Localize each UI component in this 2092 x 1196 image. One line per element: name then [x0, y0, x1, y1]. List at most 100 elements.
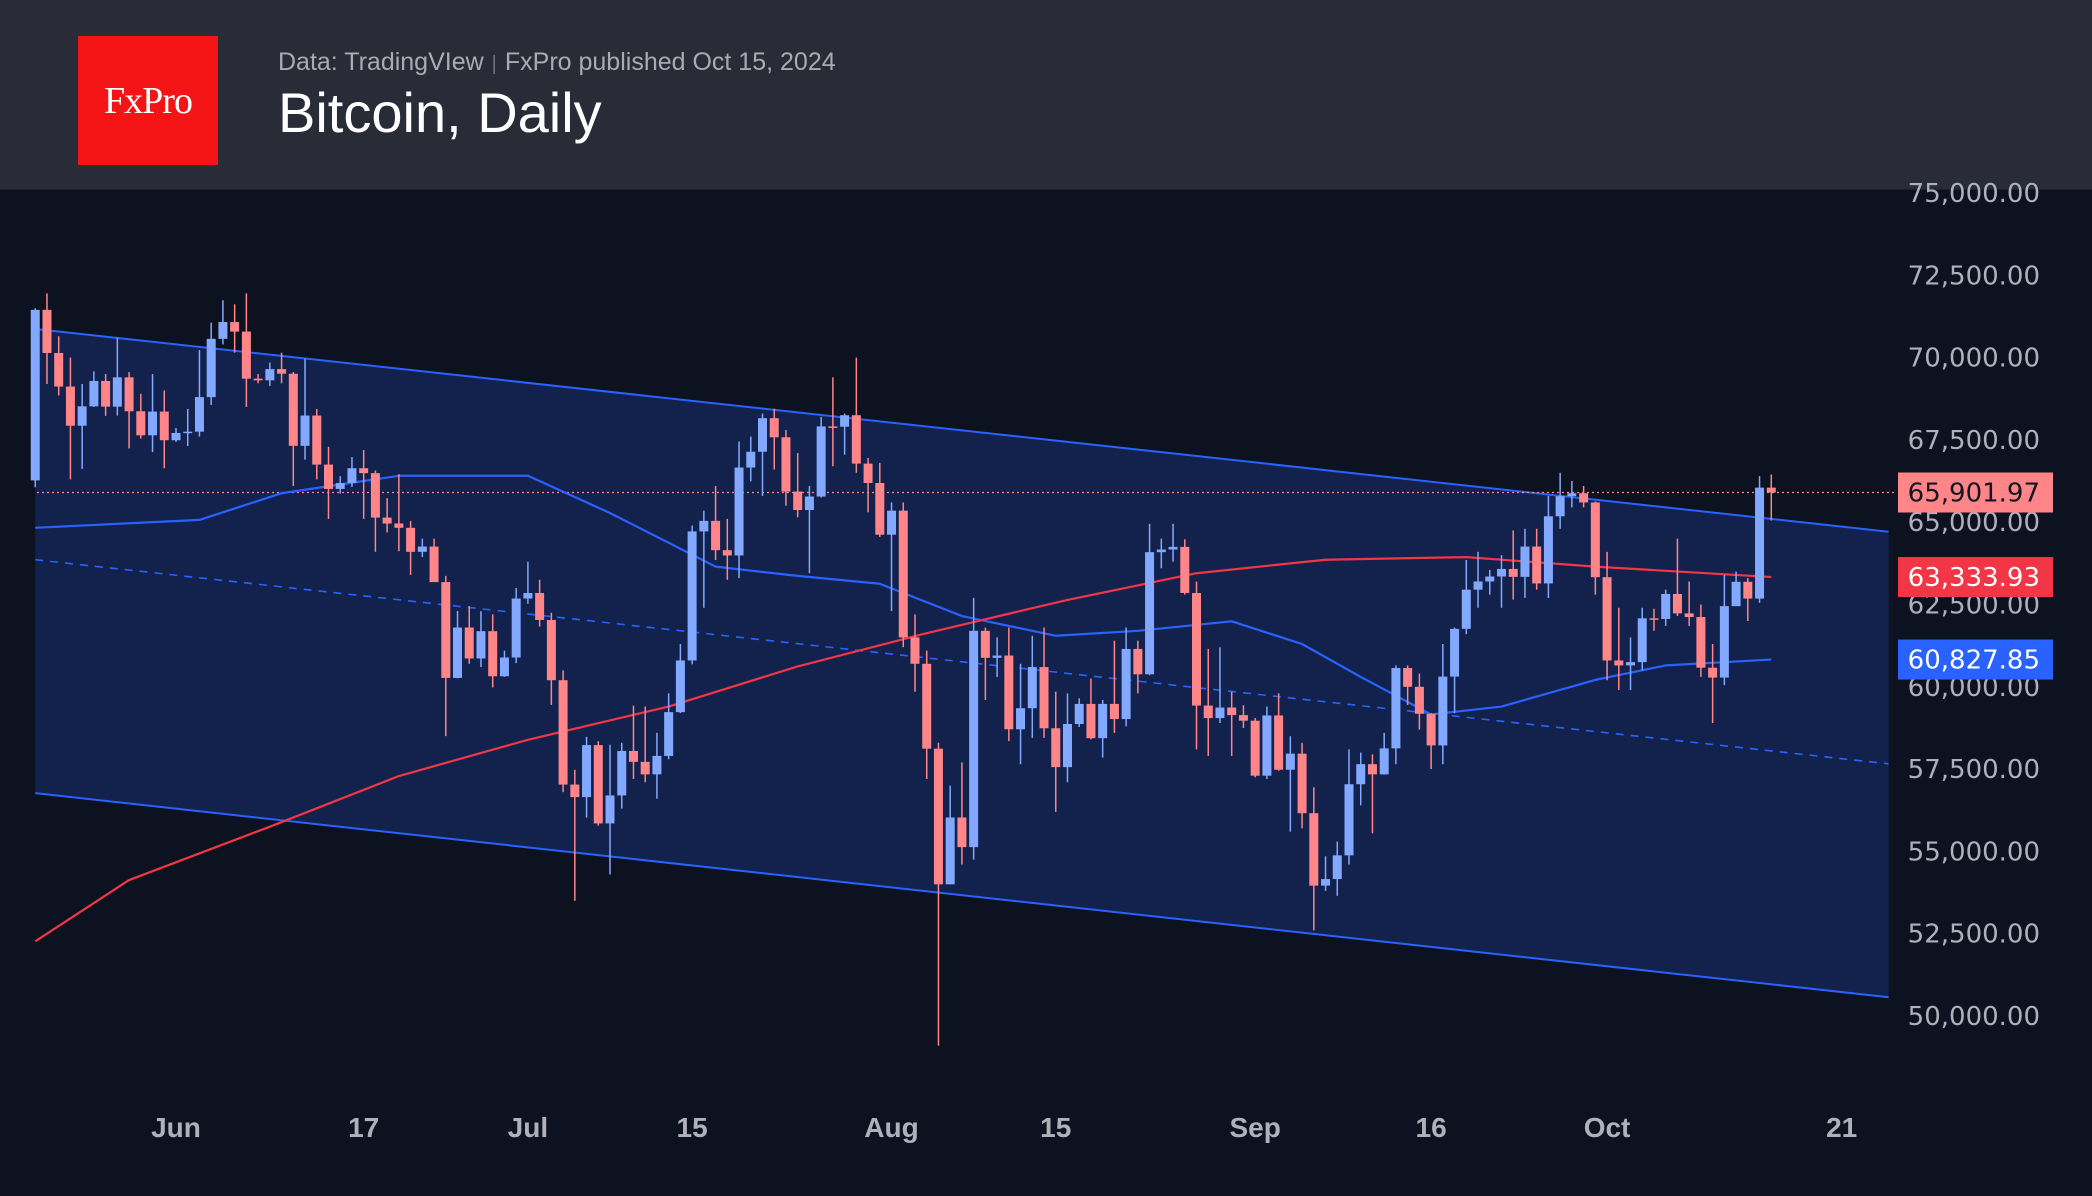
candle	[1285, 736, 1295, 832]
candle	[453, 611, 463, 679]
published-date: FxPro published Oct 15, 2024	[504, 48, 836, 76]
candle-body	[804, 496, 814, 511]
candle-body	[511, 598, 521, 658]
candle	[1719, 574, 1729, 686]
candle	[1086, 678, 1096, 740]
candle-body	[605, 795, 615, 824]
candle-body	[54, 352, 64, 387]
candle-body	[370, 473, 380, 518]
candle-body	[323, 464, 333, 489]
candle	[699, 510, 709, 608]
candle-body	[851, 415, 861, 464]
candle	[640, 706, 650, 783]
candle-body	[1332, 855, 1342, 880]
y-tick-label: 57,500.00	[1908, 755, 2040, 785]
candle-body	[159, 411, 169, 441]
candle	[476, 611, 486, 668]
candle-body	[687, 531, 697, 661]
candle-body	[863, 463, 873, 484]
candle	[1543, 495, 1553, 598]
channel-middle-line	[35, 558, 1889, 765]
y-tick-label: 70,000.00	[1908, 344, 2040, 374]
candle	[617, 742, 627, 809]
candle-body	[1520, 546, 1530, 577]
candle-body	[206, 338, 216, 398]
candle	[922, 650, 932, 779]
candle-body	[312, 415, 322, 465]
candle	[1637, 607, 1647, 671]
candle	[406, 520, 416, 575]
candle-body	[1238, 715, 1248, 721]
candle-body	[1473, 581, 1483, 590]
candle-body	[359, 468, 369, 474]
candle	[1004, 627, 1014, 742]
candle	[1755, 476, 1765, 603]
candle	[523, 561, 533, 604]
candle	[265, 362, 275, 386]
candle	[558, 670, 568, 793]
candle-body	[1637, 618, 1647, 663]
candle-body	[1708, 667, 1718, 678]
candle-body	[382, 517, 392, 524]
candle-body	[1051, 728, 1061, 768]
candle-body	[89, 380, 99, 407]
candle	[1051, 691, 1061, 812]
candle-body	[499, 657, 509, 677]
chart-subtitle: Data: TradingVIew | FxPro published Oct 15…	[278, 48, 836, 77]
candle-body	[722, 550, 732, 556]
candle	[1227, 691, 1237, 756]
candle-body	[1203, 705, 1213, 719]
candle	[734, 441, 744, 579]
candle-body	[969, 630, 979, 848]
candle-body	[241, 331, 251, 379]
candle-body	[1766, 487, 1776, 493]
candle	[1684, 581, 1694, 626]
candle-body	[1614, 660, 1624, 666]
candle	[816, 416, 826, 498]
candle-body	[253, 378, 263, 381]
candle	[1180, 539, 1190, 595]
candle	[1614, 607, 1624, 691]
candle-body	[30, 309, 40, 481]
price-label-box	[1898, 557, 2053, 598]
candle	[218, 300, 228, 345]
candle	[241, 293, 251, 407]
candle-body	[1626, 662, 1636, 666]
candle	[499, 650, 509, 677]
candle-body	[699, 520, 709, 532]
candle	[875, 462, 885, 538]
candle	[969, 597, 979, 860]
candle	[1461, 560, 1471, 635]
x-tick-label: Jun	[151, 1112, 201, 1143]
candle	[1426, 713, 1436, 770]
candle	[628, 705, 638, 779]
candle-body	[793, 491, 803, 511]
candle	[722, 518, 732, 580]
candle	[840, 413, 850, 455]
candle-body	[652, 755, 662, 775]
x-tick-label: Jul	[508, 1112, 548, 1143]
candle-body	[1215, 707, 1225, 719]
candle	[464, 606, 474, 664]
candle-body	[1027, 667, 1037, 709]
candle	[347, 457, 357, 487]
candle-body	[769, 418, 779, 438]
price-label-ma_blue: 60,827.85	[1908, 646, 2040, 676]
candle-body	[1344, 784, 1354, 856]
candle-body	[593, 745, 603, 824]
candle	[898, 502, 908, 648]
candle-body	[1074, 703, 1084, 724]
candle	[1508, 530, 1518, 600]
candle-body	[112, 377, 122, 407]
candle	[511, 588, 521, 664]
candle-body	[230, 322, 240, 332]
candle	[945, 785, 955, 885]
candle-body	[101, 380, 111, 407]
candle	[488, 614, 498, 688]
candle	[1133, 640, 1143, 694]
candle	[1766, 474, 1776, 521]
candle-body	[1579, 493, 1589, 503]
candle-body	[1719, 606, 1729, 678]
candle	[89, 371, 99, 407]
candle	[335, 476, 345, 494]
